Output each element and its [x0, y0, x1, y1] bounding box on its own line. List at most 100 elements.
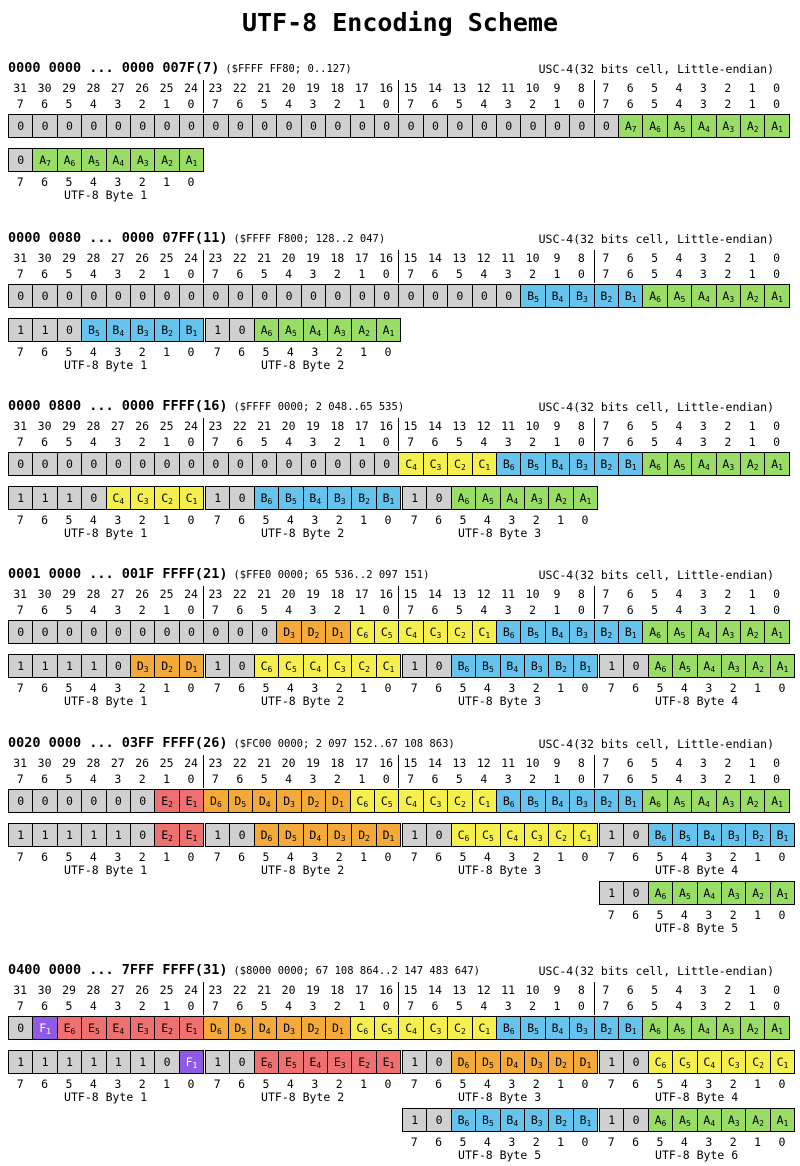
utf8-bit-positions: 7 6 5 4 3 2 1 0: [0, 849, 800, 865]
ucs-bit-cell: 0: [300, 114, 327, 138]
ucs-bit-cell: A4: [691, 1016, 717, 1040]
utf8-bit-position: 4: [89, 513, 97, 527]
utf8-bit-cell: D1: [375, 823, 402, 847]
bit-index: 2: [607, 1027, 613, 1036]
ucs-bit-cell: 0: [130, 114, 156, 138]
bit-index: 5: [387, 1027, 393, 1036]
ucs-bit-cell: A4: [691, 620, 717, 644]
byte-position: 6: [41, 97, 49, 111]
utf8-bit-position: 1: [557, 850, 565, 864]
utf8-bit-position: 0: [384, 850, 392, 864]
bit-number: 2: [724, 419, 732, 433]
bit-number: 25: [159, 419, 174, 433]
bit-index: 1: [778, 631, 783, 640]
utf8-bit-cell: E2: [154, 823, 180, 847]
utf8-bit-position: 7: [16, 513, 24, 527]
utf8-byte-label: UTF-8 Byte 2: [261, 1090, 345, 1104]
bit-letter: B: [260, 491, 268, 505]
ucs-bit-cell: 0: [81, 452, 107, 476]
bit-letter: A: [746, 1021, 754, 1035]
utf8-bit-cell: A4: [499, 486, 525, 510]
byte-position: 3: [114, 999, 122, 1013]
bit-number: 5: [651, 419, 659, 433]
bit-number: 6: [626, 419, 634, 433]
bit-number: 27: [110, 587, 125, 601]
ucs-bit-cell: 0: [471, 284, 497, 308]
bit-letter: A: [727, 886, 735, 900]
byte-position: 5: [651, 435, 659, 449]
utf8-bit-cell: A2: [351, 318, 377, 342]
ucs-bit-cell: 0: [422, 284, 449, 308]
bit-number: 20: [281, 81, 296, 95]
ucs-bit-cell: B6: [496, 452, 522, 476]
byte-position: 7: [211, 435, 219, 449]
bit-index: 6: [509, 463, 515, 472]
bit-letter: B: [457, 659, 465, 673]
byte-position: 6: [236, 97, 244, 111]
bit-index: 3: [582, 631, 588, 640]
bit-letter: A: [673, 625, 681, 639]
bit-number: 27: [110, 756, 125, 770]
ucs-bit-cell: B6: [496, 789, 522, 813]
utf8-byte-label: UTF-8 Byte 4: [655, 863, 739, 877]
bit-letter: D: [185, 659, 193, 673]
utf8-bit-cell: 0: [426, 1108, 452, 1132]
utf8-bit-positions: 7 6 5 4 3 2 1 0: [0, 680, 800, 696]
utf8-bit-position: 5: [65, 345, 73, 359]
bit-index: 2: [168, 329, 173, 338]
bit-index: 1: [192, 159, 198, 168]
ucs-bit-cell: B4: [544, 284, 571, 308]
bit-number: 22: [232, 419, 247, 433]
bit-index: 4: [119, 329, 125, 338]
ucs-bit-cell: A4: [691, 114, 717, 138]
bit-letter: B: [600, 289, 608, 303]
utf8-bit-cell: A2: [154, 148, 180, 172]
ucs-bit-cell: C6: [349, 620, 375, 644]
utf8-bit-cell: A5: [81, 148, 107, 172]
byte-position: 7: [16, 97, 24, 111]
bit-letter: B: [576, 1021, 583, 1035]
utf8-bit-position: 1: [754, 908, 762, 922]
utf8-bit-position: 6: [632, 850, 640, 864]
ucs-bit-cell: D2: [300, 1016, 327, 1040]
bit-index: 3: [290, 800, 295, 809]
byte-position: 7: [211, 267, 219, 281]
bit-number: 17: [354, 756, 369, 770]
bit-letter: C: [136, 491, 144, 505]
byte-position: 4: [480, 267, 488, 281]
utf8-bit-positions: 7 6 5 4 3 2 1 0: [0, 1076, 800, 1092]
utf8-bit-positions: 7 6 5 4 3 2 1 0: [0, 512, 800, 528]
ucs-bit-cell: 0: [422, 114, 449, 138]
byte-separator: [398, 250, 400, 283]
utf8-bit-position: 5: [65, 850, 73, 864]
ucs-bit-cell: A4: [691, 284, 717, 308]
utf8-bit-cell: A1: [572, 486, 599, 510]
utf8-bit-cell: 1: [402, 1050, 428, 1074]
bit-number: 9: [553, 251, 561, 265]
utf8-bit-cell: 1: [8, 823, 34, 847]
utf8-bit-cell: B1: [572, 654, 599, 678]
byte-position: 4: [480, 999, 488, 1013]
ucs-bit-cell: 0: [8, 789, 34, 813]
bit-index: 6: [363, 1027, 369, 1036]
byte-position: 1: [163, 999, 171, 1013]
bit-number: 26: [135, 756, 150, 770]
byte-position: 6: [41, 603, 49, 617]
byte-position: 2: [138, 999, 146, 1013]
bit-index: 2: [314, 1027, 320, 1036]
byte-position: 6: [431, 97, 439, 111]
bit-letter: D: [258, 794, 266, 808]
utf8-bit-cell: 1: [32, 654, 58, 678]
utf8-bit-position: 7: [213, 681, 221, 695]
utf8-bit-positions: 7 6 5 4 3 2 1 0: [0, 849, 800, 865]
bit-index: 2: [607, 463, 613, 472]
bit-number: 27: [110, 251, 125, 265]
bit-number: 23: [208, 587, 223, 601]
byte-position: 5: [65, 999, 73, 1013]
utf8-bit-cell: 1: [32, 318, 58, 342]
utf8-bit-position: 1: [360, 1077, 368, 1091]
ucs-bit-cell: 0: [8, 620, 34, 644]
byte-position: 0: [577, 435, 585, 449]
bit-number: 18: [330, 419, 345, 433]
ucs-bit-cell: B5: [520, 452, 546, 476]
